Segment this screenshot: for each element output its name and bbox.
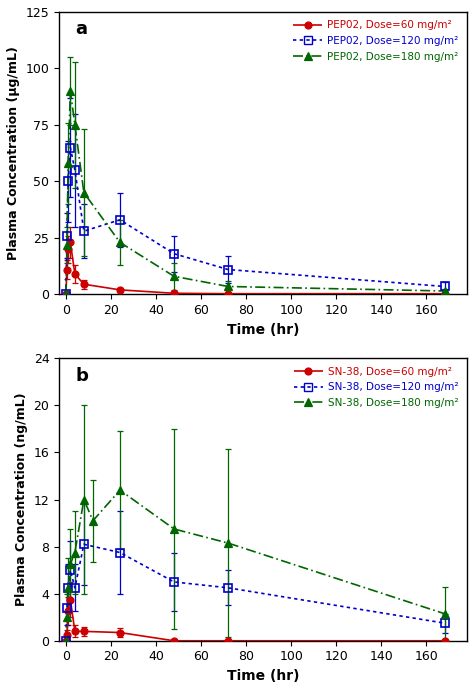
Y-axis label: Plasma Concentration (ng/mL): Plasma Concentration (ng/mL) (15, 393, 28, 607)
Text: a: a (75, 21, 87, 39)
X-axis label: Time (hr): Time (hr) (227, 669, 299, 683)
Y-axis label: Plasma Concentration (μg/mL): Plasma Concentration (μg/mL) (7, 46, 20, 260)
Text: b: b (75, 367, 88, 385)
X-axis label: Time (hr): Time (hr) (227, 323, 299, 337)
Legend: PEP02, Dose=60 mg/m², PEP02, Dose=120 mg/m², PEP02, Dose=180 mg/m²: PEP02, Dose=60 mg/m², PEP02, Dose=120 mg… (290, 17, 462, 65)
Legend: SN-38, Dose=60 mg/m², SN-38, Dose=120 mg/m², SN-38, Dose=180 mg/m²: SN-38, Dose=60 mg/m², SN-38, Dose=120 mg… (291, 364, 462, 411)
